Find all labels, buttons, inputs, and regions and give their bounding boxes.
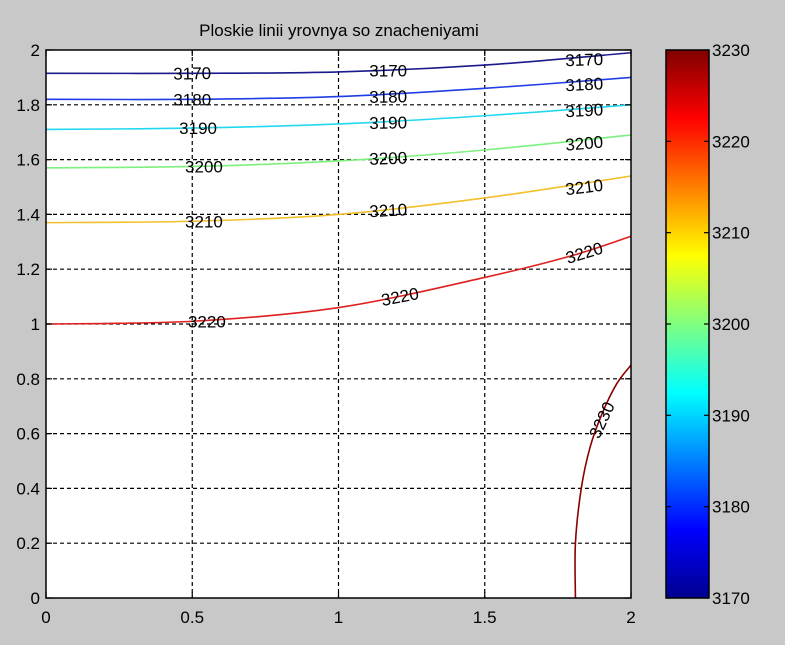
- y-tick-label: 1.2: [16, 260, 40, 279]
- x-tick-label: 0.5: [180, 608, 204, 627]
- y-tick-label: 1: [31, 315, 40, 334]
- y-tick-label: 0.4: [16, 479, 40, 498]
- y-tick-label: 0.2: [16, 534, 40, 553]
- contour-line-3180: [46, 76, 631, 101]
- y-tick-label: 1.8: [16, 96, 40, 115]
- contour-line-3230: [574, 364, 631, 598]
- colorbar-ticks: 3170 3180 3190 3200 3210 3220 3230: [666, 41, 750, 608]
- contour-line-3170: [46, 51, 631, 75]
- contour-label-3190: 3190: [565, 100, 604, 121]
- colorbar-tick-label: 3200: [712, 315, 750, 334]
- x-axis-ticks: 0 0.5 1 1.5 2: [41, 50, 636, 627]
- contour-label-3220: 3220: [188, 312, 226, 331]
- colorbar-tick-label: 3230: [712, 41, 750, 60]
- grid-lines: [46, 50, 631, 598]
- contour-label-3190: 3190: [179, 119, 217, 138]
- contour-line-3200: [46, 134, 631, 169]
- contour-label-3210: 3210: [369, 200, 408, 221]
- contour-label-3200: 3200: [565, 133, 604, 155]
- contour-label-3190: 3190: [369, 113, 407, 133]
- contour-label-3200: 3200: [185, 157, 223, 176]
- contour-labels: 3170 3170 3170 3180 3180 3180 3190 3190 3190 3200…: [173, 50, 619, 441]
- contour-lines: [46, 51, 631, 598]
- contour-line-3210: [46, 175, 631, 224]
- y-tick-label: 0.6: [16, 425, 40, 444]
- contour-label-3170: 3170: [369, 62, 407, 81]
- contour-label-3170: 3170: [565, 50, 603, 70]
- contour-label-3170: 3170: [173, 64, 211, 84]
- x-tick-label: 1: [334, 608, 343, 627]
- contour-line-3220: [46, 235, 631, 325]
- x-tick-label: 0: [41, 608, 50, 627]
- y-tick-label: 1.6: [16, 151, 40, 170]
- colorbar-tick-label: 3220: [712, 132, 750, 151]
- contour-label-3180: 3180: [369, 87, 407, 107]
- contour-line-3190: [46, 104, 631, 131]
- y-tick-label: 0.8: [16, 370, 40, 389]
- contour-label-3200: 3200: [369, 149, 407, 169]
- contour-label-3180: 3180: [565, 74, 604, 95]
- y-tick-label: 1.4: [16, 205, 40, 224]
- chart-title: Ploskie linii yrovnya so znacheniyami: [199, 21, 479, 40]
- x-tick-label: 2: [626, 608, 635, 627]
- colorbar-tick-label: 3180: [712, 498, 750, 517]
- contour-label-3180: 3180: [173, 90, 211, 109]
- y-tick-label: 2: [31, 41, 40, 60]
- x-tick-label: 1.5: [473, 608, 497, 627]
- colorbar-tick-label: 3170: [712, 589, 750, 608]
- colorbar-tick-label: 3210: [712, 224, 750, 243]
- colorbar-tick-label: 3190: [712, 406, 750, 425]
- contour-label-3210: 3210: [564, 176, 604, 199]
- colorbar: [665, 49, 710, 599]
- contour-label-3210: 3210: [185, 212, 223, 231]
- y-axis-ticks: 0 0.2 0.4 0.6 0.8 1 1.2 1.4 1.6 1.8 2: [16, 41, 631, 608]
- y-tick-label: 0: [31, 589, 40, 608]
